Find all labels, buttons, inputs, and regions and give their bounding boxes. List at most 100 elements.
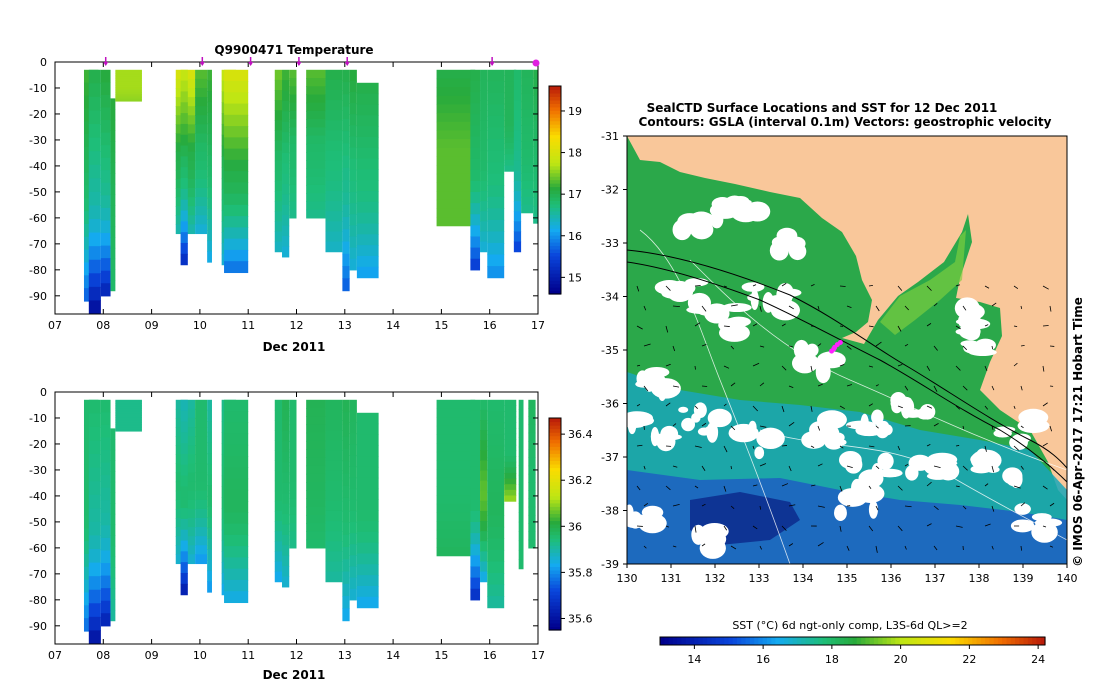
profile-cell — [504, 97, 517, 105]
profile-cell — [342, 473, 350, 487]
profile-cell — [533, 95, 538, 105]
profile-cell — [325, 440, 343, 451]
profile-cell — [289, 69, 297, 79]
sst-colorbar-segment — [993, 637, 999, 645]
profile-cell — [224, 148, 249, 161]
profile-cell — [195, 427, 208, 437]
profile-cell — [282, 132, 290, 144]
profile-cell — [180, 551, 188, 563]
profile-column — [110, 428, 116, 622]
profile-cell — [195, 142, 208, 153]
profile-cell — [504, 405, 517, 412]
velocity-vector — [875, 305, 880, 312]
profile-cell — [504, 433, 517, 440]
colorbar-tick-label: 16 — [568, 230, 582, 243]
x-tick-label: 16 — [483, 319, 497, 332]
sst-colorbar-segment — [784, 637, 789, 645]
colorbar-segment — [549, 169, 561, 174]
profile-cell — [207, 251, 212, 263]
profile-cell — [274, 521, 283, 532]
velocity-vector — [839, 285, 846, 287]
profile-cell — [504, 69, 517, 77]
colorbar-segment — [549, 513, 561, 518]
profile-cell — [504, 159, 517, 167]
salinity-xlabel: Dec 2011 — [263, 668, 326, 682]
profile-cell — [274, 110, 283, 121]
sst-colorbar-segment — [856, 637, 862, 645]
profile-cell — [325, 420, 343, 431]
profile-cell — [282, 121, 290, 133]
velocity-vector — [846, 305, 852, 309]
profile-cell — [274, 490, 283, 502]
profile-cell — [356, 126, 379, 138]
profile-cell — [207, 91, 212, 103]
profile-column — [513, 69, 522, 253]
profile-cell — [289, 399, 297, 409]
profile-cell — [306, 449, 326, 458]
salinity-axes: 07 08 09 10 11 12 13 14 15 16 17 0 -10 -20 -30 -40 -50 -6… — [29, 386, 545, 662]
profile-cell — [180, 242, 188, 255]
profile-column — [480, 69, 488, 253]
profile-cell — [88, 259, 101, 274]
profile-cell — [325, 110, 343, 121]
profile-cell — [289, 176, 297, 186]
profile-cell — [325, 551, 343, 563]
profile-cell — [289, 135, 297, 145]
profile-cell — [487, 596, 505, 609]
profile-cell — [342, 522, 350, 536]
y-tick-label: -40 — [29, 490, 47, 503]
profile-cell — [480, 490, 488, 502]
profile-cell — [180, 145, 188, 157]
profile-cell — [110, 258, 116, 270]
profile-cell — [349, 80, 357, 93]
profile-cell — [436, 443, 476, 453]
profile-cell — [349, 422, 357, 434]
profile-cell — [436, 529, 476, 539]
sst-colorbar-segment — [955, 637, 961, 645]
profile-cell — [289, 201, 297, 211]
velocity-vector — [904, 463, 909, 467]
sst-colorbar-segment — [835, 637, 841, 645]
profile-cell — [100, 82, 111, 96]
profile-cell — [207, 155, 212, 167]
profile-cell — [115, 99, 142, 102]
profile-cell — [325, 180, 343, 192]
colorbar-segment — [549, 548, 561, 553]
profile-cell — [289, 408, 297, 417]
profile-cell — [480, 531, 488, 542]
velocity-vector — [723, 365, 730, 369]
profile-cell — [110, 130, 116, 142]
velocity-vector — [962, 425, 965, 430]
velocity-vector — [926, 405, 933, 409]
profile-cell — [356, 564, 379, 576]
colorbar-tick-label: 36.4 — [568, 428, 593, 441]
map-y-tick-label: -32 — [601, 184, 619, 197]
velocity-vector — [868, 284, 873, 287]
profile-cell — [180, 188, 188, 201]
cloud-patch — [651, 433, 682, 441]
sst-colorbar-segment — [920, 637, 926, 645]
velocity-vector — [926, 285, 932, 291]
cloud-patch — [871, 409, 884, 425]
colorbar-segment — [549, 587, 561, 592]
velocity-vector — [665, 525, 669, 528]
profile-cell — [521, 204, 534, 214]
profile-cell — [470, 192, 481, 204]
profile-cell — [180, 486, 188, 498]
velocity-vector — [817, 305, 820, 310]
colorbar-segment — [549, 545, 561, 550]
cloud-patch — [877, 468, 903, 478]
profile-cell — [342, 534, 350, 548]
profile-cell — [115, 399, 142, 403]
profile-cell — [349, 566, 357, 579]
profile-cell — [306, 457, 326, 467]
sst-colorbar-segment — [660, 637, 665, 645]
profile-cell — [521, 149, 534, 158]
profile-cell — [470, 114, 481, 126]
x-tick-label: 16 — [483, 649, 497, 662]
profile-cell — [528, 440, 536, 450]
profile-cell — [487, 561, 505, 574]
profile-cell — [306, 168, 326, 178]
profile-cell — [342, 448, 350, 462]
x-tick-label: 12 — [290, 649, 304, 662]
